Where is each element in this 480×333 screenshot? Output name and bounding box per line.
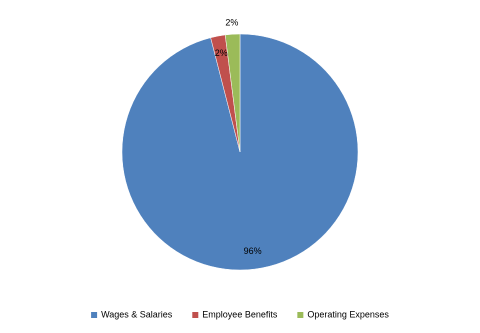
legend-label: Employee Benefits <box>202 309 278 319</box>
data-label: 2% <box>215 48 228 58</box>
legend-label: Operating Expenses <box>307 309 389 319</box>
legend-swatch <box>91 312 98 318</box>
data-label: 96% <box>244 246 262 256</box>
legend-label: Wages & Salaries <box>101 309 173 319</box>
legend-swatch <box>192 312 199 318</box>
pie-slice <box>224 33 241 153</box>
legend-swatch <box>297 312 304 318</box>
data-label: 2% <box>225 18 238 28</box>
